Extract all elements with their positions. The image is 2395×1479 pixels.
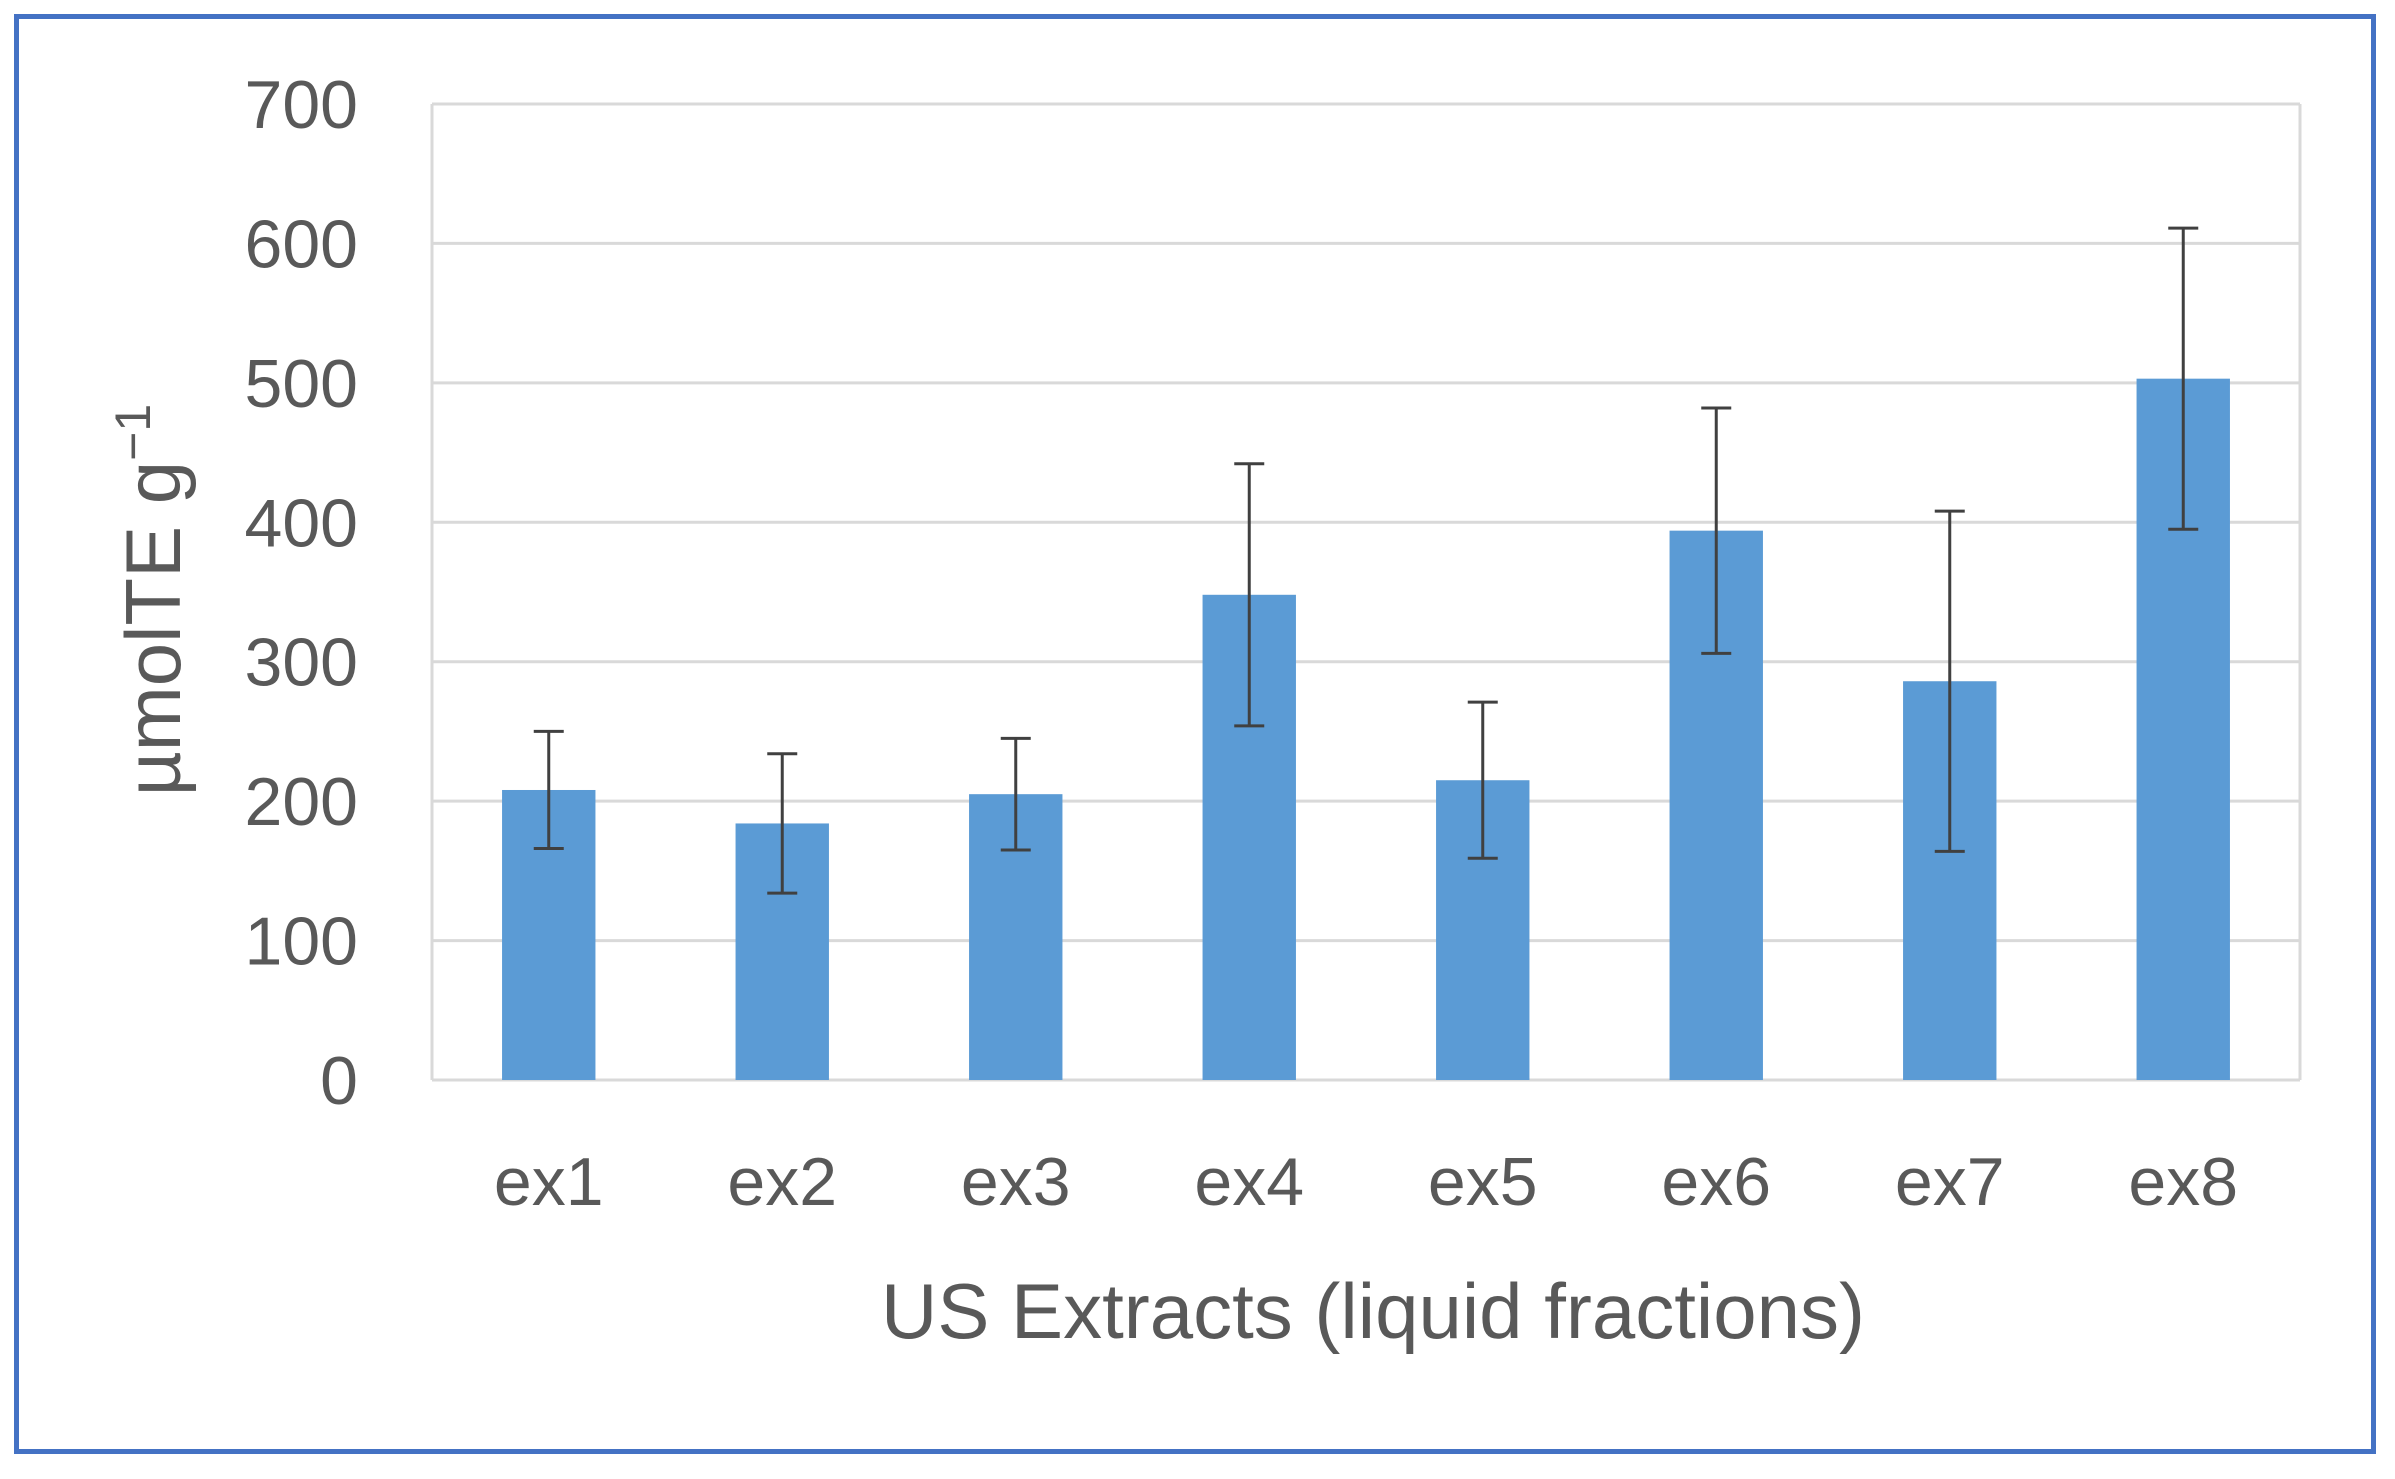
- y-tick-labels: 0 100 200 300 400 500 600 700: [245, 67, 358, 1119]
- y-tick-label: 200: [245, 764, 358, 840]
- error-bar-ex6: [1701, 406, 1732, 655]
- y-axis-title-main: µmolTE g: [109, 461, 197, 796]
- error-bar-ex8: [2168, 226, 2199, 531]
- error-bar-ex7: [1934, 509, 1965, 853]
- x-axis-title: US Extracts (liquid fractions): [881, 1267, 1865, 1355]
- gridlines: [430, 102, 2302, 1082]
- error-bar-ex3: [1000, 736, 1031, 852]
- x-tick-label-ex5: ex5: [1428, 1144, 1538, 1220]
- y-axis-title: µmolTE g−1: [105, 404, 197, 796]
- x-tick-label-ex1: ex1: [494, 1144, 604, 1220]
- x-tick-label-ex7: ex7: [1895, 1144, 2005, 1220]
- x-tick-label-ex3: ex3: [961, 1144, 1071, 1220]
- error-bar-ex2: [767, 752, 798, 895]
- y-tick-label: 600: [245, 206, 358, 282]
- error-bar-ex5: [1467, 700, 1498, 860]
- bars: [502, 378, 2230, 1080]
- y-tick-label: 0: [320, 1043, 358, 1119]
- x-tick-label-ex8: ex8: [2128, 1144, 2238, 1220]
- y-tick-label: 500: [245, 346, 358, 422]
- y-axis-title-superscript: −1: [105, 404, 161, 461]
- y-tick-label: 300: [245, 625, 358, 701]
- x-tick-labels: ex1 ex2 ex3 ex4 ex5 ex6 ex7 ex8: [494, 1144, 2238, 1220]
- y-tick-label: 400: [245, 485, 358, 561]
- y-tick-label: 100: [245, 904, 358, 980]
- error-bar-ex1: [533, 729, 564, 851]
- x-tick-label-ex4: ex4: [1194, 1144, 1304, 1220]
- error-bar-ex4: [1234, 462, 1265, 728]
- x-tick-label-ex2: ex2: [727, 1144, 837, 1220]
- y-tick-label: 700: [245, 67, 358, 143]
- error-bars: [533, 226, 2199, 895]
- x-tick-label-ex6: ex6: [1661, 1144, 1771, 1220]
